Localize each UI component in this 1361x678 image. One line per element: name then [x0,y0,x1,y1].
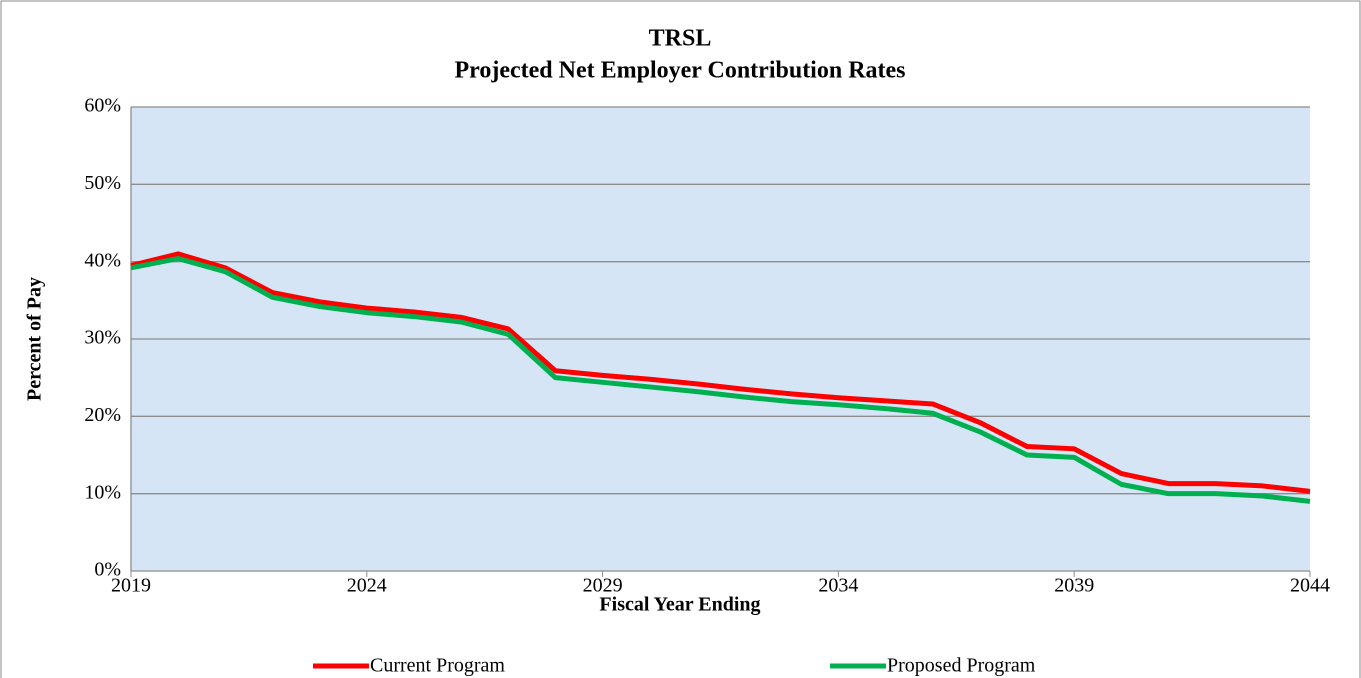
y-tick-label: 0% [94,559,121,581]
x-tick-label: 2019 [111,575,151,597]
y-tick-label: 20% [84,404,121,426]
y-tick-label: 10% [84,481,121,503]
x-tick-label: 2039 [1054,575,1094,597]
x-tick-label: 2044 [1290,575,1330,597]
chart-title: TRSL [649,26,712,52]
x-tick-label: 2034 [818,575,858,597]
legend-label: Proposed Program [887,655,1036,677]
y-tick-label: 30% [84,327,121,349]
chart-subtitle: Projected Net Employer Contribution Rate… [454,58,905,84]
y-tick-label: 50% [84,172,121,194]
legend-label: Current Program [370,655,505,677]
x-tick-label: 2024 [347,575,387,597]
series-line [130,256,1311,504]
x-tick-label: 2029 [583,575,623,597]
series-line [130,251,1311,494]
y-tick-label: 40% [84,249,121,271]
y-axis-label: Percent of Pay [24,277,46,401]
y-tick-label: 60% [84,95,121,117]
x-axis-label: Fiscal Year Ending [599,594,760,616]
